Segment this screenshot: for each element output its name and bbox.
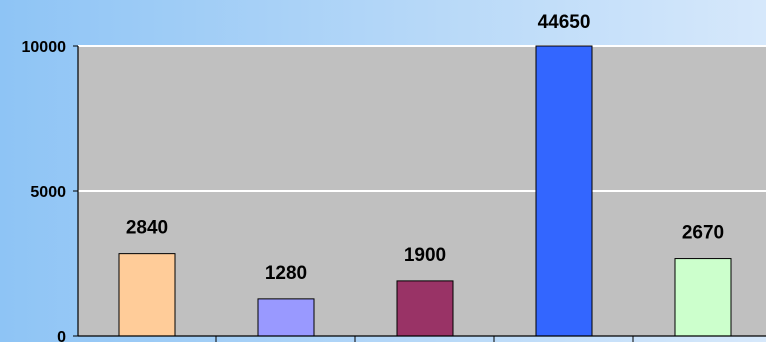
gridlines — [78, 45, 766, 192]
bar — [535, 45, 593, 337]
data-label: 1900 — [404, 245, 446, 266]
axes — [73, 45, 766, 342]
data-label: 1280 — [265, 263, 307, 284]
bar — [118, 253, 176, 337]
y-tick-label: 5000 — [30, 184, 66, 201]
bars — [118, 45, 732, 337]
data-label: 2670 — [682, 223, 724, 244]
labels: 0 5000 10000 2840 1280 1900 44650 2670 — [22, 12, 725, 342]
bar — [396, 280, 454, 337]
data-label: 2840 — [126, 218, 168, 239]
bar — [257, 298, 315, 337]
bar — [674, 258, 732, 337]
y-tick-label: 0 — [57, 329, 66, 342]
data-label: 44650 — [538, 12, 591, 33]
y-tick-label: 10000 — [22, 39, 67, 56]
